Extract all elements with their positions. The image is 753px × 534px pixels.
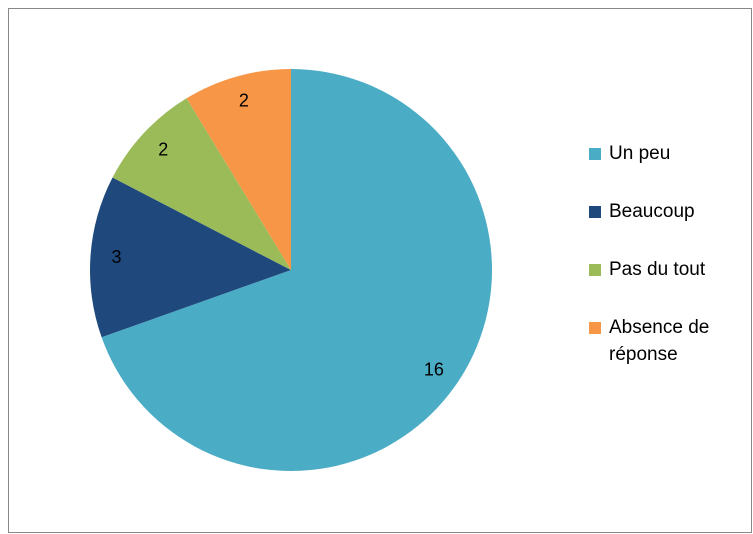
legend-item: Un peu: [589, 140, 744, 198]
data-label: 2: [158, 139, 168, 159]
legend-label: Un peu: [609, 143, 671, 164]
legend-swatch: [589, 148, 601, 160]
frame: [8, 8, 752, 533]
legend-swatch: [589, 322, 601, 334]
pie-slice: [90, 177, 291, 338]
data-label: 2: [239, 90, 249, 110]
legend-label: Pas du tout: [609, 259, 706, 280]
legend: Un peu Beaucoup Pas du tout Absence de répo…: [589, 140, 744, 372]
legend-item: Absence de réponse: [589, 314, 744, 372]
legend-item: Beaucoup: [589, 198, 744, 256]
data-label: 3: [112, 247, 122, 267]
legend-item: Pas du tout: [589, 256, 744, 314]
pie-slice: [186, 69, 291, 270]
legend-label: Absence de réponse: [609, 317, 710, 365]
legend-swatch: [589, 264, 601, 276]
legend-label: Beaucoup: [609, 201, 695, 222]
data-label: 16: [424, 360, 444, 380]
pie-slice: [112, 98, 292, 270]
pie-slice: [101, 69, 492, 472]
legend-swatch: [589, 206, 601, 218]
